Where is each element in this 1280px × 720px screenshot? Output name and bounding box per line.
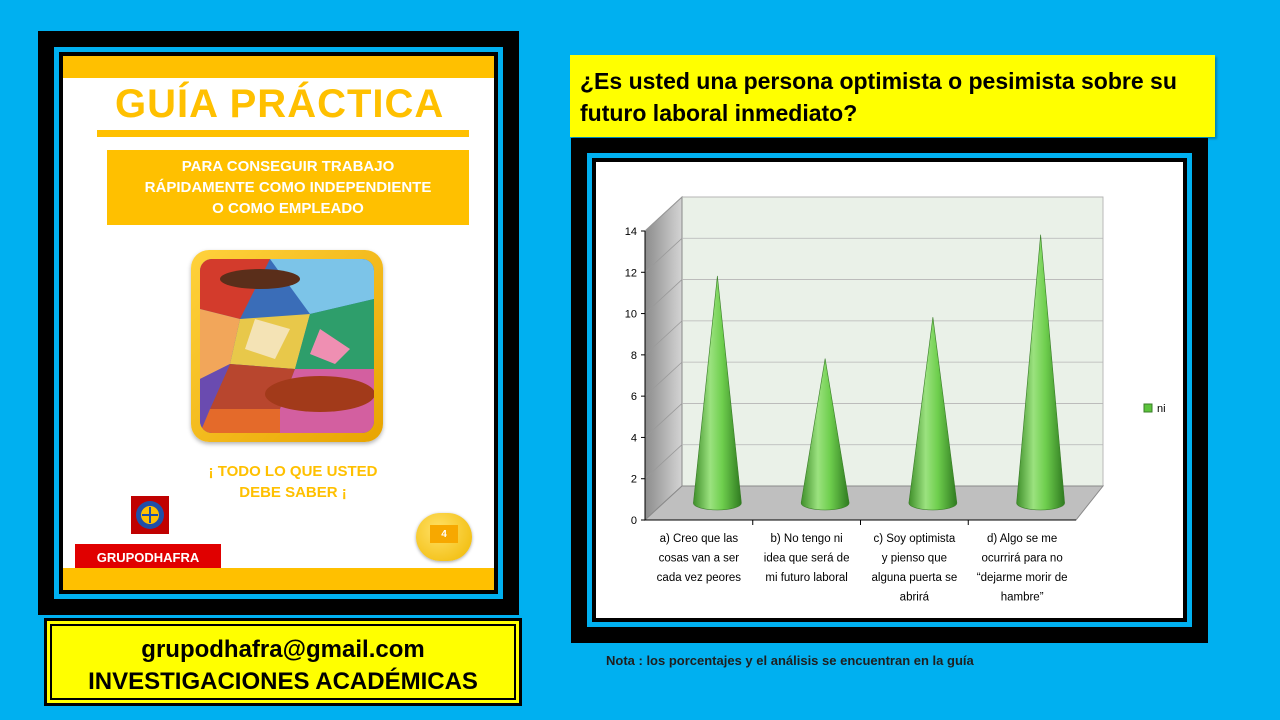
- legend-label: ni: [1157, 403, 1166, 415]
- chart-frame: 0 2 4 6 8 10 12 14 a) Creo que las cosas van a se…: [571, 138, 1208, 643]
- question-box: ¿Es usted una persona optimista o pesimi…: [570, 55, 1215, 137]
- x-category-label: cosas van a ser: [659, 553, 740, 565]
- x-category-label: abrirá: [900, 592, 930, 604]
- x-category-label: ocurrirá para no: [982, 553, 1063, 565]
- contact-org: INVESTIGACIONES ACADÉMICAS: [88, 668, 478, 695]
- cone-chart: 0 2 4 6 8 10 12 14 a) Creo que las cosas van a se…: [625, 195, 1166, 604]
- x-category-label: “dejarme morir de: [977, 572, 1068, 584]
- cone-bar: [800, 358, 850, 511]
- page-badge: 4: [416, 513, 472, 561]
- x-category-label: idea que será de: [764, 553, 850, 565]
- y-tick-label: 2: [631, 474, 637, 486]
- x-category-label: a) Creo que las: [660, 533, 739, 545]
- page-number: 4: [430, 525, 458, 543]
- y-tick-label: 0: [631, 515, 637, 527]
- x-category-label: mi futuro laboral: [765, 572, 847, 584]
- gridline-depth: [644, 361, 683, 397]
- cover-page: GUÍA PRÁCTICA PARA CONSEGUIR TRABAJO RÁP…: [63, 56, 494, 590]
- x-category-label: d) Algo se me: [987, 533, 1057, 545]
- book-cover: GUÍA PRÁCTICA PARA CONSEGUIR TRABAJO RÁP…: [38, 31, 519, 615]
- contact-box: grupodhafra@gmail.com INVESTIGACIONES AC…: [44, 618, 522, 706]
- x-category-label: alguna puerta se: [872, 572, 958, 584]
- cone-bar: [1016, 234, 1065, 511]
- title-underline: [97, 130, 469, 137]
- cone-bar: [693, 275, 742, 511]
- chart-side-wall: [644, 195, 683, 522]
- brand-logo: [131, 496, 169, 534]
- guide-subtitle: PARA CONSEGUIR TRABAJO RÁPIDAMENTE COMO …: [107, 150, 469, 225]
- x-category-label: c) Soy optimista: [873, 533, 955, 545]
- x-category-label: cada vez peores: [657, 572, 742, 584]
- contact-email: grupodhafra@gmail.com: [141, 636, 425, 663]
- x-category-label: hambre”: [1001, 592, 1044, 604]
- guide-title: GUÍA PRÁCTICA: [115, 82, 445, 126]
- gridline-depth: [644, 403, 683, 438]
- brand-name: GRUPODHAFRA: [75, 544, 221, 570]
- cone-bar: [908, 317, 958, 511]
- question-text: ¿Es usted una persona optimista o pesimi…: [580, 68, 1177, 126]
- y-tick-label: 10: [625, 309, 637, 321]
- chart-border-inner: 0 2 4 6 8 10 12 14 a) Creo que las cosas van a se…: [592, 158, 1187, 622]
- cover-artwork: [191, 250, 383, 442]
- cover-border: GUÍA PRÁCTICA PARA CONSEGUIR TRABAJO RÁP…: [54, 47, 503, 599]
- y-tick-label: 6: [631, 391, 637, 403]
- x-category-label: b) No tengo ni: [771, 533, 843, 545]
- cover-bottom-band: [63, 568, 494, 590]
- y-tick-label: 8: [631, 350, 637, 362]
- legend-swatch: [1143, 403, 1153, 413]
- y-tick-label: 4: [631, 432, 637, 444]
- x-category-label: y pienso que: [882, 553, 947, 565]
- logo-emblem-icon: [136, 501, 164, 529]
- chart-border: 0 2 4 6 8 10 12 14 a) Creo que las cosas van a se…: [587, 153, 1192, 627]
- cover-top-band: [63, 56, 494, 78]
- gridline-depth: [644, 196, 683, 232]
- gridline-depth: [644, 279, 683, 314]
- cover-border-inner: GUÍA PRÁCTICA PARA CONSEGUIR TRABAJO RÁP…: [59, 52, 498, 594]
- artwork-image: [200, 259, 374, 433]
- guide-tagline: ¡ TODO LO QUE USTED DEBE SABER ¡: [208, 463, 378, 501]
- y-tick-label: 12: [625, 267, 637, 279]
- y-tick-label: 14: [625, 226, 637, 238]
- chart-note: Nota : los porcentajes y el análisis se …: [606, 653, 974, 668]
- gridline-depth: [644, 444, 683, 480]
- gridline-depth: [644, 320, 683, 356]
- guide-subtitle-text: PARA CONSEGUIR TRABAJO RÁPIDAMENTE COMO …: [144, 158, 432, 217]
- chart-area: 0 2 4 6 8 10 12 14 a) Creo que las cosas van a se…: [596, 162, 1183, 618]
- contact-inner-border: grupodhafra@gmail.com INVESTIGACIONES AC…: [50, 624, 516, 700]
- gridline-depth: [644, 237, 683, 273]
